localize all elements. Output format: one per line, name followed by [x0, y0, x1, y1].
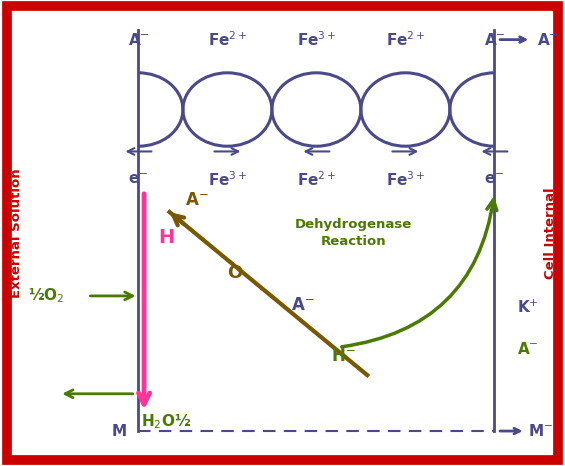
Text: A$^{-}$: A$^{-}$ — [185, 192, 209, 209]
Text: Fe$^{2+}$: Fe$^{2+}$ — [207, 30, 247, 49]
Text: H$_2$O½: H$_2$O½ — [141, 412, 192, 431]
Text: Fe$^{3+}$: Fe$^{3+}$ — [297, 30, 336, 49]
Text: A$^{-}$: A$^{-}$ — [484, 32, 505, 48]
Text: A$^{-}$: A$^{-}$ — [291, 296, 315, 314]
Text: H: H — [158, 228, 175, 247]
Text: Fe$^{3+}$: Fe$^{3+}$ — [207, 170, 247, 189]
Text: Fe$^{2+}$: Fe$^{2+}$ — [297, 170, 336, 189]
Text: ½O$_2$: ½O$_2$ — [28, 287, 65, 305]
Text: Cell Internal: Cell Internal — [544, 187, 558, 279]
Text: M$^{-}$: M$^{-}$ — [528, 423, 553, 439]
Text: A$^{-}$: A$^{-}$ — [537, 32, 558, 48]
Text: External Solution: External Solution — [10, 168, 24, 298]
Text: O: O — [227, 264, 242, 281]
Text: M: M — [112, 424, 127, 439]
Text: H$^{-}$: H$^{-}$ — [331, 348, 355, 365]
Text: e$^{-}$: e$^{-}$ — [128, 172, 149, 187]
Text: Fe$^{3+}$: Fe$^{3+}$ — [385, 170, 425, 189]
Text: e$^{-}$: e$^{-}$ — [484, 172, 505, 187]
Text: Fe$^{2+}$: Fe$^{2+}$ — [385, 30, 425, 49]
FancyArrowPatch shape — [342, 200, 497, 347]
Text: A$^{-}$: A$^{-}$ — [517, 342, 538, 357]
Text: Dehydrogenase
Reaction: Dehydrogenase Reaction — [294, 218, 412, 248]
Text: K$^{+}$: K$^{+}$ — [517, 299, 538, 316]
Text: A$^{-}$: A$^{-}$ — [128, 32, 149, 48]
